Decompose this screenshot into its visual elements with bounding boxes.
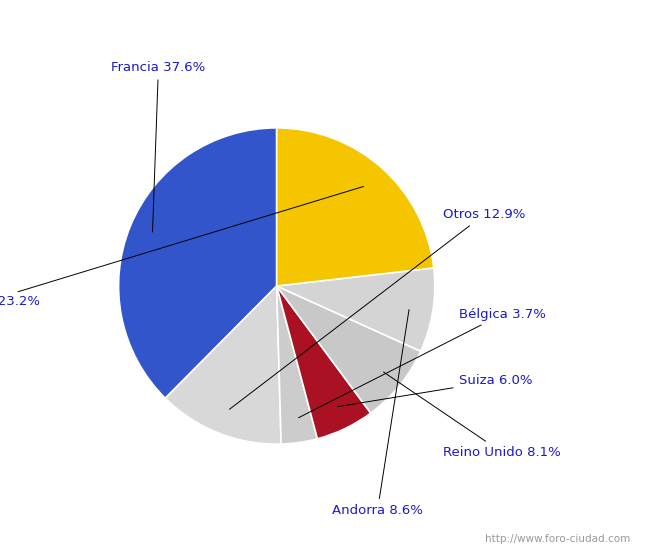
Text: Otros 12.9%: Otros 12.9% [229, 208, 525, 409]
Text: Suiza 6.0%: Suiza 6.0% [338, 375, 532, 406]
Wedge shape [277, 286, 421, 413]
Wedge shape [277, 286, 317, 444]
Text: Andorra 8.6%: Andorra 8.6% [332, 310, 423, 517]
Wedge shape [277, 286, 370, 439]
Text: Reino Unido 8.1%: Reino Unido 8.1% [384, 372, 560, 459]
Wedge shape [165, 286, 281, 444]
Wedge shape [277, 268, 435, 351]
Text: Alemania 23.2%: Alemania 23.2% [0, 186, 363, 309]
Text: Bélgica 3.7%: Bélgica 3.7% [298, 308, 545, 418]
Wedge shape [277, 128, 434, 286]
Text: Francia 37.6%: Francia 37.6% [111, 61, 205, 232]
Wedge shape [118, 128, 277, 398]
Text: Creixell - Turistas extranjeros según país - Abril de 2024: Creixell - Turistas extranjeros según pa… [93, 9, 557, 28]
Text: http://www.foro-ciudad.com: http://www.foro-ciudad.com [486, 535, 630, 544]
